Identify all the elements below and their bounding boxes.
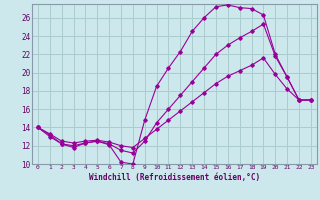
X-axis label: Windchill (Refroidissement éolien,°C): Windchill (Refroidissement éolien,°C) — [89, 173, 260, 182]
